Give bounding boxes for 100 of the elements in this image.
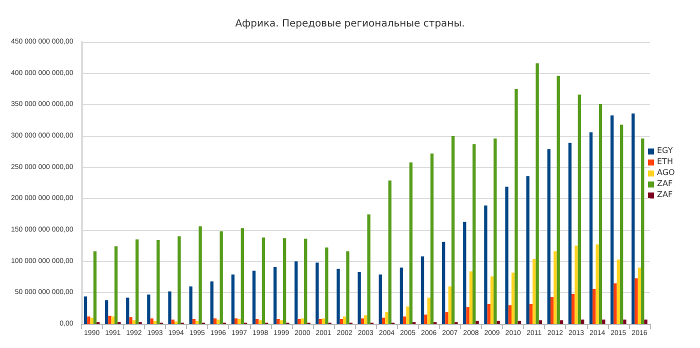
bar	[171, 320, 174, 324]
bar	[514, 89, 518, 324]
bar	[388, 180, 392, 324]
legend-label: AGO	[657, 168, 675, 177]
bar	[526, 176, 530, 324]
bar	[463, 222, 466, 324]
legend-label: ETH	[657, 157, 673, 166]
bar	[280, 320, 283, 324]
bar	[111, 316, 114, 324]
bar	[512, 272, 515, 324]
bar	[610, 115, 614, 324]
bar	[126, 298, 130, 324]
bar	[360, 318, 364, 324]
bar	[623, 320, 626, 324]
legend-label: EGY	[657, 146, 673, 155]
bar	[427, 298, 430, 324]
bar	[114, 246, 118, 324]
bar	[340, 318, 343, 324]
bar	[598, 104, 602, 324]
bar	[129, 317, 132, 324]
bar	[466, 307, 470, 324]
bar	[424, 314, 428, 324]
bar	[256, 318, 259, 324]
bar	[403, 316, 406, 324]
bar	[104, 300, 108, 324]
bar	[602, 320, 606, 324]
bar	[554, 251, 557, 324]
bar	[578, 94, 582, 324]
bar	[572, 294, 575, 324]
bar	[484, 206, 488, 324]
bar	[538, 320, 542, 324]
bar	[505, 186, 508, 324]
bar	[132, 320, 136, 324]
bar	[496, 320, 500, 324]
bar	[568, 142, 572, 324]
bar	[378, 274, 382, 324]
bar	[556, 76, 560, 324]
bar	[231, 274, 235, 324]
bar	[358, 272, 361, 324]
bar	[192, 318, 196, 324]
bar	[156, 240, 160, 324]
bar	[220, 231, 223, 324]
bar	[550, 297, 554, 324]
bar	[198, 226, 202, 324]
bar	[367, 214, 370, 324]
bar	[494, 138, 497, 324]
bar	[238, 318, 241, 324]
bar	[451, 136, 455, 324]
bar	[634, 278, 638, 324]
bar	[472, 144, 476, 324]
bar	[430, 154, 434, 324]
bar	[136, 239, 139, 324]
bar	[147, 294, 150, 324]
bar	[560, 320, 564, 324]
bar	[490, 276, 494, 324]
bar	[409, 162, 413, 324]
bar	[322, 318, 326, 324]
bar	[592, 288, 596, 324]
bar	[216, 320, 220, 324]
bar	[469, 271, 473, 324]
bar	[596, 244, 599, 324]
bar	[316, 262, 319, 324]
bar	[382, 318, 386, 324]
bar	[84, 296, 88, 324]
bar	[210, 281, 214, 324]
bar	[294, 261, 298, 324]
bar	[589, 132, 593, 324]
bar	[234, 318, 238, 324]
bar	[448, 286, 452, 324]
bar	[445, 312, 448, 324]
bar	[300, 318, 304, 324]
bar	[325, 248, 328, 324]
bar	[346, 251, 350, 324]
bar	[385, 312, 388, 324]
bar	[213, 318, 217, 324]
legend-label: ZAF	[657, 179, 673, 188]
bar	[273, 266, 277, 324]
bar	[420, 256, 424, 324]
bar	[174, 321, 178, 324]
bar	[318, 318, 322, 324]
chart-title: Африка. Передовые региональные страны.	[235, 18, 465, 30]
bar	[620, 124, 624, 324]
bar	[153, 320, 157, 324]
bar	[240, 228, 244, 324]
bar	[508, 305, 512, 324]
bar	[276, 318, 280, 324]
bar	[406, 306, 410, 324]
bar	[304, 238, 308, 324]
bar	[641, 138, 644, 324]
bar	[574, 246, 578, 324]
bar	[547, 149, 550, 324]
bar	[196, 320, 199, 324]
legend-label: ZAF	[657, 190, 673, 199]
bar	[581, 320, 584, 324]
bar	[487, 304, 490, 324]
bar	[518, 320, 521, 324]
bar	[252, 270, 256, 324]
bar	[90, 318, 94, 324]
bar	[93, 251, 97, 324]
bar	[476, 320, 479, 324]
